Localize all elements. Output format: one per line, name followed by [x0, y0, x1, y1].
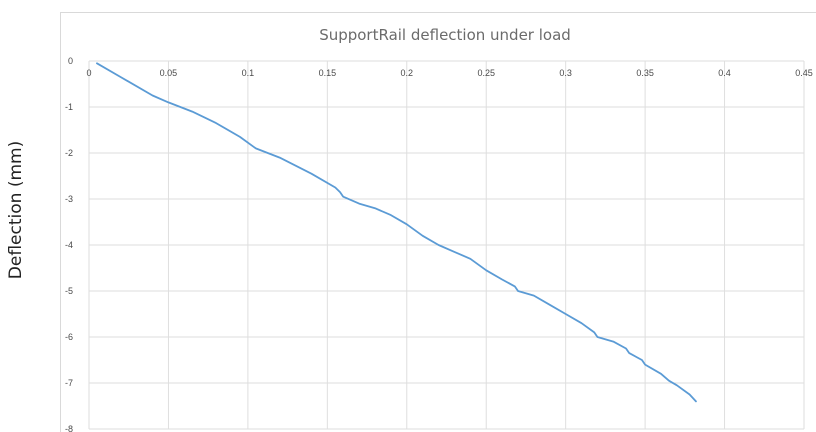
y-tick-label: -3	[65, 194, 73, 204]
chart-title: SupportRail deflection under load	[319, 26, 571, 44]
y-axis-label-wrap: Deflection (mm)	[2, 80, 30, 340]
y-tick-label: 0	[68, 56, 73, 66]
grid-layer	[88, 60, 805, 430]
y-tick-label: -2	[65, 148, 73, 158]
y-tick-label: -7	[65, 378, 73, 388]
x-tick-label: 0.35	[636, 68, 654, 78]
series-line-0	[96, 62, 697, 403]
x-tick-label: 0.15	[319, 68, 337, 78]
x-tick-label: 0	[86, 68, 91, 78]
y-tick-label: -4	[65, 240, 73, 250]
x-tick-label: 0.3	[559, 68, 572, 78]
y-tick-label: -1	[65, 102, 73, 112]
x-tick-label: 0.25	[477, 68, 495, 78]
x-tick-label: 0.2	[401, 68, 414, 78]
x-tick-label: 0.05	[160, 68, 178, 78]
x-tick-label: 0.4	[718, 68, 731, 78]
x-tick-label: 0.1	[242, 68, 255, 78]
series-layer	[96, 62, 697, 403]
y-tick-label: -8	[65, 424, 73, 432]
y-axis-label: Deflection (mm)	[6, 140, 27, 280]
y-tick-label: -6	[65, 332, 73, 342]
chart-box: SupportRail deflection under load 0 -1 -2 -…	[60, 12, 816, 432]
tick-layer: 0 -1 -2 -3 -4 -5 -6 -7 -8 0 0.05 0.1 0.15 0.2 0.25 0.3 0…	[65, 56, 813, 432]
line-chart: SupportRail deflection under load 0 -1 -2 -…	[65, 26, 813, 432]
y-tick-label: -5	[65, 286, 73, 296]
x-tick-label: 0.45	[795, 68, 813, 78]
